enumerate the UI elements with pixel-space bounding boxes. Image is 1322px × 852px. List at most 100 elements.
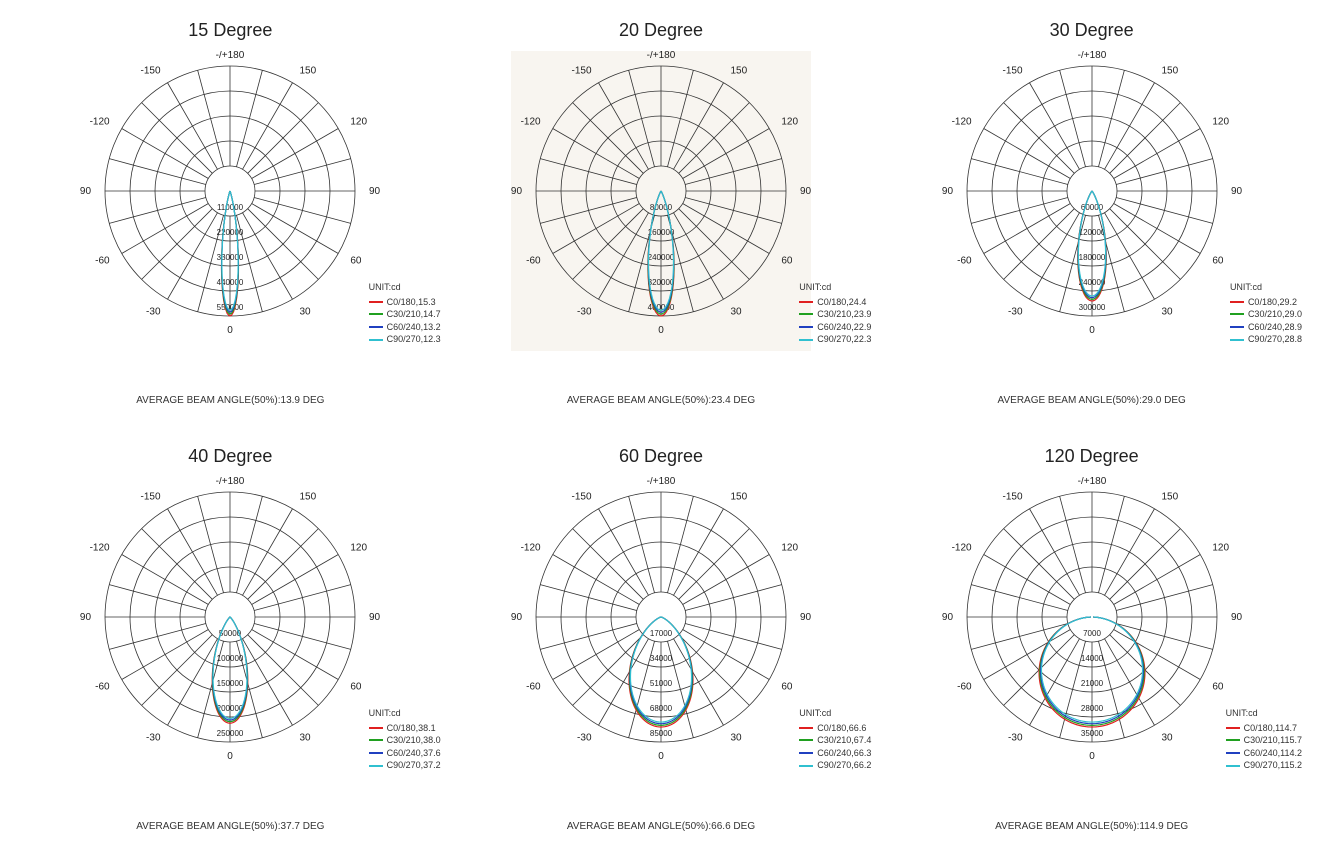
legend-item: C60/240,13.2 (369, 321, 441, 334)
legend-item: C30/210,23.9 (799, 308, 871, 321)
legend-unit: UNIT:cd (1230, 281, 1302, 294)
legend-text: C60/240,22.9 (817, 321, 871, 334)
beam-angle-panel: 120 Degree-/+180-150-120-90-60-300306090… (881, 446, 1302, 832)
svg-text:-90: -90 (511, 186, 522, 197)
svg-text:35000: 35000 (1081, 729, 1104, 738)
legend-item: C30/210,38.0 (369, 734, 441, 747)
svg-text:150: 150 (1161, 66, 1178, 77)
svg-text:150: 150 (1161, 492, 1178, 503)
svg-text:90: 90 (1231, 186, 1242, 197)
svg-text:300000: 300000 (1078, 303, 1105, 312)
beam-angle-panel: 40 Degree-/+180-150-120-90-60-3003060901… (20, 446, 441, 832)
legend-item: C90/270,22.3 (799, 333, 871, 346)
svg-text:30: 30 (1161, 306, 1173, 317)
legend-swatch (369, 339, 383, 341)
chart-area: -/+180-150-120-90-60-3003060901201501700… (451, 477, 872, 817)
svg-text:-90: -90 (942, 186, 953, 197)
svg-text:-60: -60 (957, 682, 972, 693)
svg-text:-90: -90 (942, 612, 953, 623)
svg-text:60: 60 (1212, 682, 1224, 693)
legend-text: C0/180,15.3 (387, 296, 436, 309)
svg-text:28000: 28000 (1081, 704, 1104, 713)
svg-text:30: 30 (300, 306, 312, 317)
legend-text: C90/270,37.2 (387, 759, 441, 772)
polar-chart: -/+180-150-120-90-60-3003060901201506000… (942, 51, 1242, 351)
legend-unit: UNIT:cd (799, 281, 871, 294)
svg-text:80000: 80000 (650, 203, 673, 212)
beam-angle-panel: 60 Degree-/+180-150-120-90-60-3003060901… (451, 446, 872, 832)
svg-text:85000: 85000 (650, 729, 673, 738)
svg-text:-120: -120 (521, 117, 541, 128)
legend-swatch (799, 326, 813, 328)
legend-swatch (369, 301, 383, 303)
beam-angle-panel: 20 Degree-/+180-150-120-90-60-3003060901… (451, 20, 872, 406)
beam-angle-panel: 15 Degree-/+180-150-120-90-60-3003060901… (20, 20, 441, 406)
legend-text: C30/210,29.0 (1248, 308, 1302, 321)
legend-text: C60/240,28.9 (1248, 321, 1302, 334)
svg-text:68000: 68000 (650, 704, 673, 713)
svg-text:220000: 220000 (217, 228, 244, 237)
legend-item: C30/210,29.0 (1230, 308, 1302, 321)
legend-text: C60/240,66.3 (817, 747, 871, 760)
legend-item: C90/270,28.8 (1230, 333, 1302, 346)
svg-text:-150: -150 (141, 66, 161, 77)
legend-item: C0/180,114.7 (1226, 722, 1302, 735)
svg-text:-120: -120 (90, 543, 110, 554)
legend: UNIT:cdC0/180,66.6C30/210,67.4C60/240,66… (799, 707, 871, 772)
legend-item: C30/210,115.7 (1226, 734, 1302, 747)
legend-text: C90/270,12.3 (387, 333, 441, 346)
legend-swatch (1226, 752, 1240, 754)
svg-text:60: 60 (781, 682, 793, 693)
legend-item: C90/270,37.2 (369, 759, 441, 772)
beam-angle-panel: 30 Degree-/+180-150-120-90-60-3003060901… (881, 20, 1302, 406)
svg-text:-/+180: -/+180 (647, 477, 676, 487)
svg-text:-90: -90 (80, 186, 91, 197)
legend-text: C0/180,66.6 (817, 722, 866, 735)
legend-swatch (799, 739, 813, 741)
svg-text:30: 30 (730, 732, 742, 743)
legend-text: C30/210,23.9 (817, 308, 871, 321)
panel-title: 40 Degree (188, 446, 272, 467)
legend-unit: UNIT:cd (369, 281, 441, 294)
svg-text:-/+180: -/+180 (1077, 477, 1106, 487)
polar-chart: -/+180-150-120-90-60-3003060901201501100… (80, 51, 380, 351)
legend-unit: UNIT:cd (369, 707, 441, 720)
legend: UNIT:cd C0/180,15.3C30/210,14.7C60/240,13… (369, 281, 441, 346)
legend-unit: UNIT:cd (799, 707, 871, 720)
svg-text:-120: -120 (951, 117, 971, 128)
svg-text:-120: -120 (951, 543, 971, 554)
legend-item: C60/240,22.9 (799, 321, 871, 334)
avg-beam-angle-label: AVERAGE BEAM ANGLE(50%):29.0 DEG (998, 395, 1186, 406)
svg-text:51000: 51000 (650, 679, 673, 688)
avg-beam-angle-label: AVERAGE BEAM ANGLE(50%):37.7 DEG (136, 821, 324, 832)
legend-swatch (1230, 339, 1244, 341)
svg-text:0: 0 (1089, 751, 1095, 762)
chart-area: -/+180-150-120-90-60-3003060901201508000… (451, 51, 872, 391)
svg-text:-120: -120 (90, 117, 110, 128)
legend-swatch (369, 313, 383, 315)
panel-title: 20 Degree (619, 20, 703, 41)
legend-swatch (799, 301, 813, 303)
legend-text: C30/210,14.7 (387, 308, 441, 321)
svg-text:120: 120 (1212, 543, 1229, 554)
svg-text:150: 150 (300, 492, 317, 503)
svg-text:-150: -150 (571, 492, 591, 503)
legend-item: C0/180,24.4 (799, 296, 871, 309)
svg-text:90: 90 (800, 612, 811, 623)
legend-swatch (1230, 301, 1244, 303)
svg-text:-150: -150 (1002, 66, 1022, 77)
legend-swatch (369, 727, 383, 729)
legend-item: C0/180,66.6 (799, 722, 871, 735)
svg-text:90: 90 (800, 186, 811, 197)
svg-text:60: 60 (1212, 256, 1224, 267)
svg-text:250000: 250000 (217, 729, 244, 738)
svg-text:120: 120 (1212, 117, 1229, 128)
svg-text:60: 60 (351, 682, 363, 693)
legend-item: C60/240,28.9 (1230, 321, 1302, 334)
legend-item: C60/240,37.6 (369, 747, 441, 760)
avg-beam-angle-label: AVERAGE BEAM ANGLE(50%):66.6 DEG (567, 821, 755, 832)
legend-swatch (1226, 727, 1240, 729)
legend-text: C90/270,115.2 (1244, 759, 1302, 772)
svg-text:-60: -60 (526, 256, 541, 267)
svg-text:0: 0 (658, 325, 664, 336)
